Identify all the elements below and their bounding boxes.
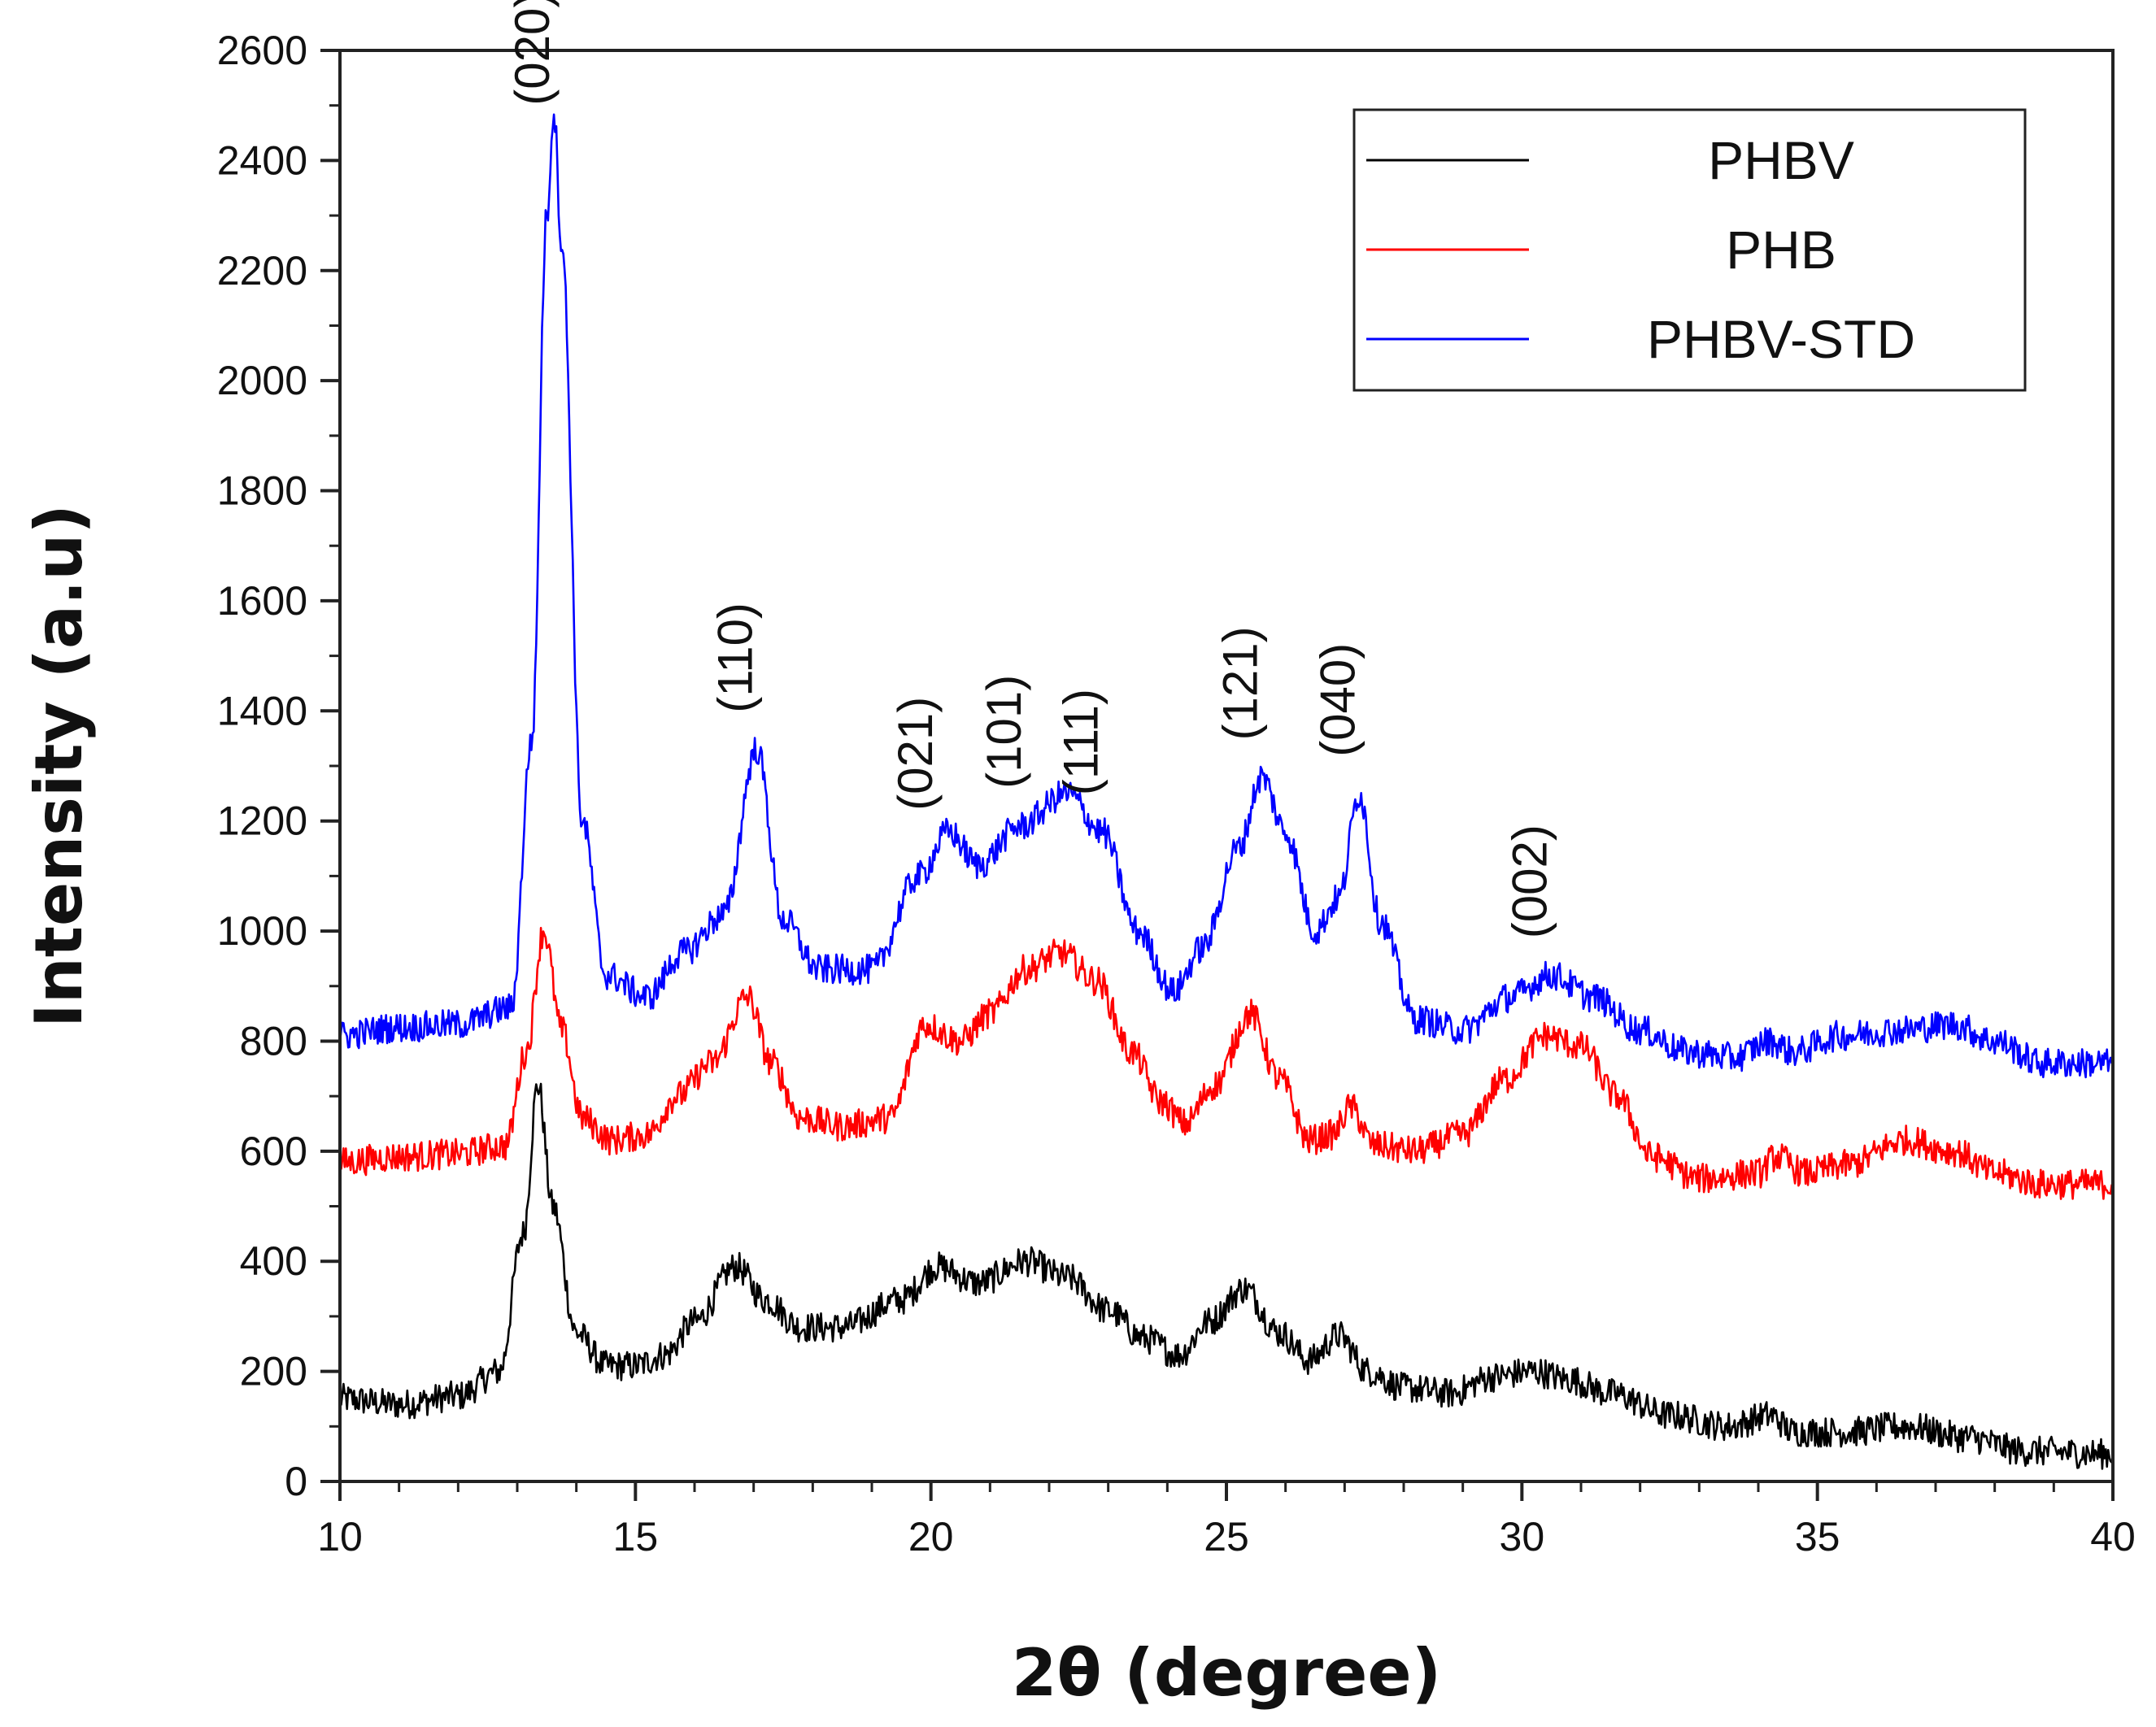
x-tick-label: 10 bbox=[317, 1514, 363, 1560]
x-tick-label: 30 bbox=[1500, 1514, 1545, 1560]
series-line-phbv bbox=[338, 1082, 2115, 1470]
x-tick-label: 15 bbox=[613, 1514, 659, 1560]
y-tick-label: 800 bbox=[240, 1018, 307, 1064]
x-tick-label: 20 bbox=[908, 1514, 954, 1560]
series-line-phb bbox=[338, 926, 2115, 1200]
y-tick-label: 2000 bbox=[217, 358, 307, 403]
y-tick-label: 2200 bbox=[217, 248, 307, 294]
legend-label: PHB bbox=[1726, 220, 1836, 280]
x-tick-label: 35 bbox=[1795, 1514, 1840, 1560]
y-tick-label: 1800 bbox=[217, 468, 307, 514]
x-tick-label: 25 bbox=[1204, 1514, 1249, 1560]
peak-label: (101) bbox=[977, 675, 1031, 789]
peak-label: (110) bbox=[708, 602, 762, 713]
legend: PHBV PHB PHBV-STD bbox=[1352, 108, 2027, 392]
peak-label: (002) bbox=[1503, 824, 1557, 938]
y-tick-label: 2400 bbox=[217, 137, 307, 183]
legend-items: PHBV PHB PHBV-STD bbox=[1366, 130, 1915, 369]
series-line-phbv-std bbox=[338, 113, 2115, 1079]
series-layer bbox=[338, 113, 2115, 1470]
peak-label: (040) bbox=[1311, 643, 1365, 757]
y-tick-label: 2600 bbox=[217, 28, 307, 73]
y-tick-label: 0 bbox=[285, 1459, 307, 1504]
y-tick-label: 1200 bbox=[217, 798, 307, 844]
y-tick-label: 1400 bbox=[217, 688, 307, 733]
peak-label: (021) bbox=[888, 697, 943, 811]
annotation-layer: (020) (110) (021) (101) (111) (121) (040) (002) bbox=[505, 0, 1557, 938]
peak-label: (020) bbox=[505, 0, 560, 106]
legend-label: PHBV bbox=[1708, 130, 1854, 190]
ticks-layer: 10 15 20 25 30 35 4002004006008001000120014001… bbox=[217, 28, 2136, 1560]
legend-label: PHBV-STD bbox=[1647, 309, 1915, 369]
peak-label: (111) bbox=[1053, 689, 1108, 795]
peak-label: (121) bbox=[1213, 626, 1268, 740]
y-axis-title: Intensity (a.u) bbox=[21, 504, 97, 1028]
y-tick-label: 200 bbox=[240, 1349, 307, 1394]
y-tick-label: 1600 bbox=[217, 578, 307, 624]
y-tick-label: 1000 bbox=[217, 908, 307, 954]
x-axis-title: 2θ (degree) bbox=[1012, 1635, 1441, 1711]
x-tick-label: 40 bbox=[2090, 1514, 2136, 1560]
y-tick-label: 600 bbox=[240, 1129, 307, 1174]
y-tick-label: 400 bbox=[240, 1238, 307, 1284]
